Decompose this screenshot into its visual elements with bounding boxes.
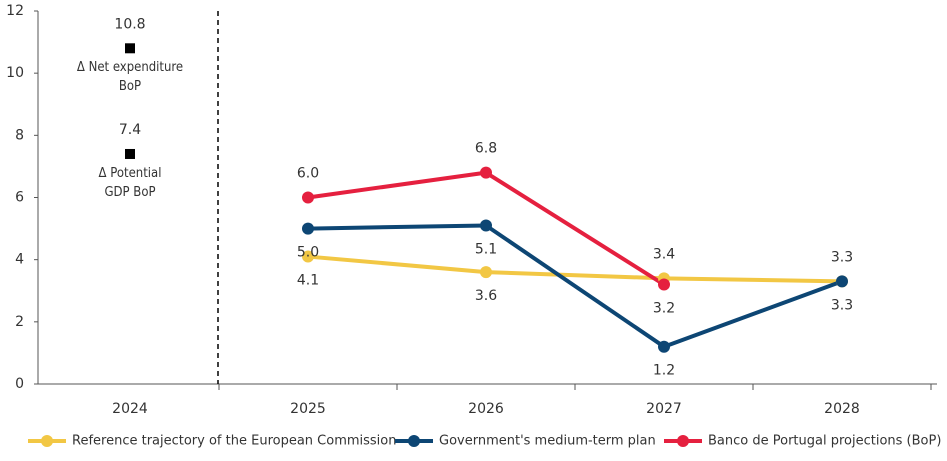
annotation-point [125,43,135,54]
legend-marker [41,435,53,447]
annotation-value: 7.4 [119,122,141,138]
y-tick-label: 0 [15,376,24,392]
x-tick-label: 2027 [646,401,682,417]
data-label: 6.0 [297,166,319,182]
x-tick-label: 2025 [290,401,326,417]
legend-label: Reference trajectory of the European Com… [72,434,397,449]
point [302,191,314,204]
x-tick-label: 2024 [112,401,148,417]
point [302,222,314,235]
point [302,250,314,263]
data-label: 3.6 [475,288,497,304]
y-tick-label: 8 [15,127,24,143]
y-tick-label: 2 [15,314,24,330]
series-line [307,223,843,349]
annotation-label: Δ Potential GDP BoP [98,165,162,200]
x-tick-label: 2028 [824,401,860,417]
y-tick-label: 10 [6,65,24,81]
legend-marker [677,435,689,447]
annotation-label: Δ Net expenditure BoP [76,60,184,95]
data-label: 5.0 [297,245,319,261]
data-label: 4.1 [297,273,319,289]
x-tick-label: 2026 [468,401,504,417]
legend-label: Government's medium-term plan [439,434,656,449]
data-label: 3.2 [653,301,675,317]
data-label: 3.3 [831,297,853,313]
point [658,278,670,291]
legend-label: Banco de Portugal projections (BoP) [708,434,941,449]
point [480,166,492,179]
point [658,340,670,353]
data-label: 1.2 [653,363,675,379]
y-tick-label: 6 [15,190,24,206]
annotation-value: 10.8 [114,16,145,32]
data-label: 5.1 [475,241,497,257]
series-line [307,254,843,284]
y-tick-label: 4 [15,252,24,268]
point [480,266,492,279]
point [480,219,492,232]
annotation-point [125,148,135,159]
y-tick-label: 12 [6,3,24,19]
data-label: 3.3 [831,249,853,265]
data-label: 6.8 [475,141,497,157]
legend-marker [408,435,420,447]
data-label: 3.4 [653,246,675,262]
point [836,275,848,288]
